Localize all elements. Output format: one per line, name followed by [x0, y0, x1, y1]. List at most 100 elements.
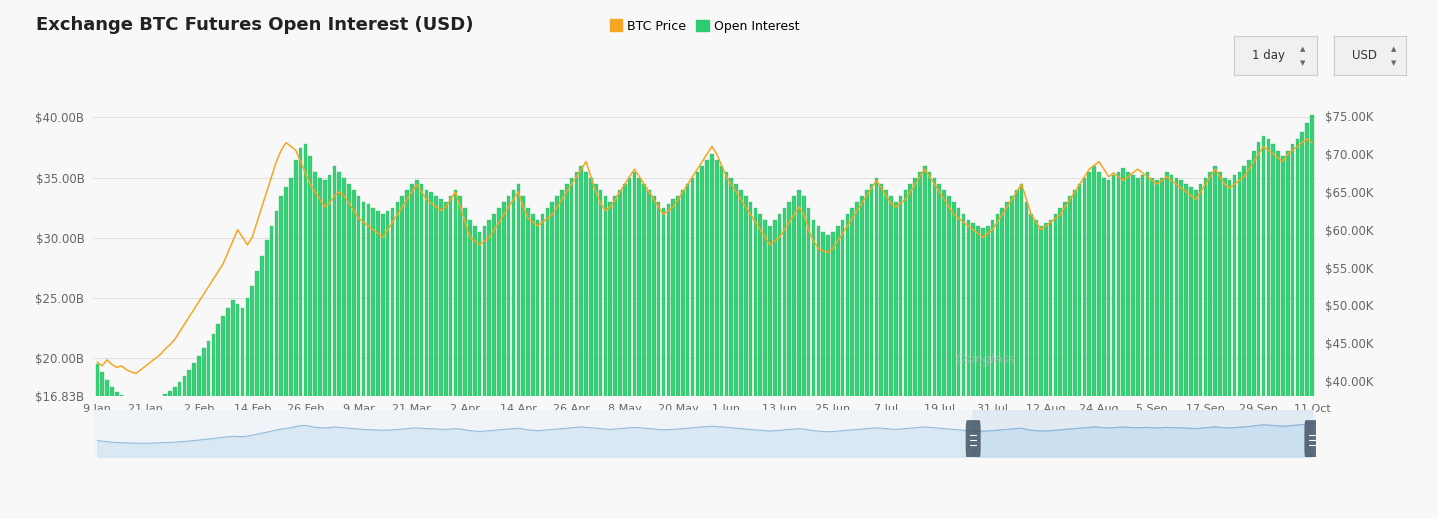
Bar — [584, 172, 588, 519]
Bar — [633, 172, 636, 519]
Bar — [255, 271, 259, 519]
Bar — [754, 208, 758, 519]
Bar — [598, 189, 603, 519]
Bar — [778, 214, 781, 519]
Bar — [696, 172, 699, 519]
Bar — [1208, 172, 1212, 519]
Bar — [735, 184, 738, 519]
Bar — [385, 211, 390, 519]
Bar — [144, 403, 148, 519]
Bar — [1296, 139, 1299, 519]
Bar — [1044, 223, 1047, 519]
Bar — [299, 147, 302, 519]
Bar — [1306, 124, 1309, 519]
Bar — [1136, 177, 1139, 519]
Bar — [720, 166, 723, 519]
Bar — [1257, 142, 1261, 519]
Bar — [400, 196, 404, 519]
Bar — [279, 196, 283, 519]
Bar — [483, 226, 486, 519]
Bar — [536, 220, 539, 519]
Bar — [265, 240, 269, 519]
Bar — [506, 196, 510, 519]
Bar — [246, 298, 249, 519]
Bar — [1083, 177, 1086, 519]
Bar — [1025, 202, 1028, 519]
Bar — [1175, 177, 1178, 519]
Bar — [802, 196, 805, 519]
Bar — [197, 356, 201, 519]
Bar — [651, 196, 656, 519]
Bar — [1063, 202, 1067, 519]
Bar — [559, 189, 564, 519]
Bar — [917, 172, 922, 519]
Bar — [502, 202, 506, 519]
Bar — [657, 202, 660, 519]
Bar — [338, 172, 341, 519]
Legend: BTC Price, Open Interest: BTC Price, Open Interest — [605, 15, 804, 38]
Bar — [899, 196, 903, 519]
Bar — [477, 232, 482, 519]
Bar — [416, 180, 418, 519]
Bar — [1107, 180, 1110, 519]
Bar — [105, 380, 109, 519]
Bar — [1189, 187, 1192, 519]
Bar — [739, 189, 742, 519]
Bar — [1165, 172, 1169, 519]
Bar — [444, 202, 447, 519]
Bar — [516, 184, 521, 519]
Bar — [1271, 144, 1276, 519]
Bar — [193, 363, 196, 519]
Bar — [1015, 189, 1018, 519]
Bar — [1068, 196, 1071, 519]
Bar — [449, 196, 453, 519]
Bar — [371, 208, 375, 519]
Bar — [101, 373, 104, 519]
Bar — [463, 208, 467, 519]
Bar — [1291, 144, 1294, 519]
Bar — [608, 202, 613, 519]
Bar — [768, 226, 772, 519]
Bar — [469, 220, 472, 519]
Bar — [226, 308, 230, 519]
Bar — [1140, 175, 1145, 519]
Bar — [148, 401, 152, 519]
Bar — [956, 208, 961, 519]
Bar — [1087, 172, 1091, 519]
Bar — [661, 208, 666, 519]
FancyBboxPatch shape — [1304, 420, 1320, 458]
Bar — [580, 166, 582, 519]
Bar — [308, 156, 312, 519]
Bar — [966, 220, 971, 519]
FancyBboxPatch shape — [966, 420, 981, 458]
Bar — [391, 208, 394, 519]
Bar — [690, 177, 695, 519]
Bar — [986, 226, 989, 519]
Bar — [575, 172, 578, 519]
Bar — [1232, 175, 1237, 519]
Bar — [207, 341, 210, 519]
Bar — [749, 202, 752, 519]
Bar — [705, 159, 709, 519]
Bar — [938, 184, 940, 519]
Bar — [870, 184, 873, 519]
Bar — [1102, 177, 1106, 519]
Bar — [1218, 172, 1222, 519]
Bar — [1310, 115, 1314, 519]
Bar — [1261, 135, 1265, 519]
Bar — [1179, 180, 1183, 519]
Bar — [1048, 220, 1053, 519]
Bar — [923, 166, 926, 519]
Bar — [807, 208, 811, 519]
Bar — [1030, 214, 1032, 519]
Text: ▲: ▲ — [1391, 46, 1396, 52]
Bar — [324, 180, 326, 519]
Bar — [111, 387, 114, 519]
Bar — [913, 177, 917, 519]
Bar — [618, 189, 621, 519]
Bar — [864, 189, 869, 519]
Bar — [623, 184, 627, 519]
Bar — [531, 214, 535, 519]
Bar — [962, 214, 965, 519]
Bar — [217, 324, 220, 519]
